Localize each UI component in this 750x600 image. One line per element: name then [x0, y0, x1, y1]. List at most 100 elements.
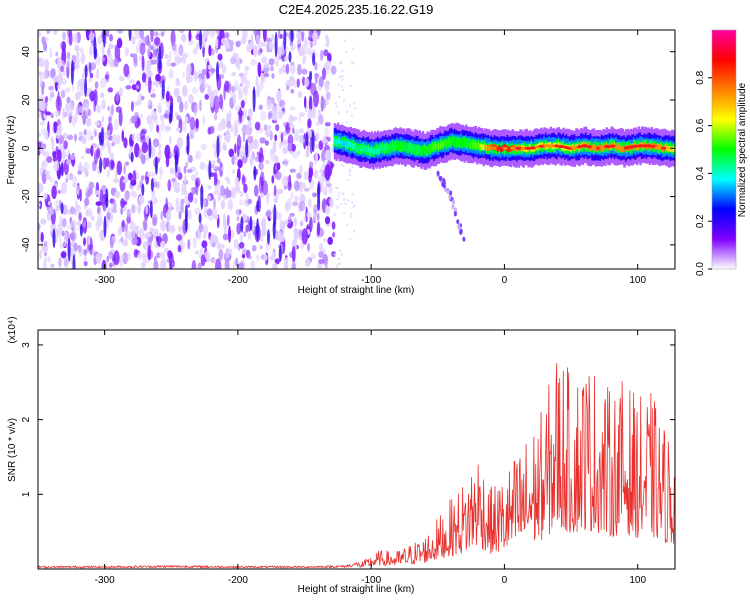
snr-xtick-label: -300 — [95, 575, 115, 586]
noise-speckle — [62, 204, 68, 216]
noise-speckle — [158, 166, 163, 175]
ridge-peak — [661, 146, 667, 150]
noise-speckle — [85, 191, 91, 198]
noise-speckle — [314, 72, 318, 85]
noise-speckle — [147, 99, 152, 106]
ridge-cell — [349, 141, 353, 148]
secondary-track-dot — [449, 190, 453, 196]
noise-speckle — [216, 97, 221, 103]
noise-speckle — [291, 246, 296, 263]
noise-speckle — [84, 197, 90, 206]
ridge-cell — [409, 143, 412, 150]
noise-speckle — [157, 106, 162, 114]
noise-speckle — [46, 30, 51, 34]
ridge-cell — [449, 137, 452, 144]
noise-streak — [274, 31, 278, 58]
noise-speckle — [113, 177, 120, 184]
noise-speckle — [187, 209, 192, 220]
noise-speckle — [203, 83, 208, 89]
sparse-speckle — [337, 258, 340, 261]
noise-speckle — [177, 244, 182, 253]
noise-speckle — [308, 95, 313, 112]
sparse-speckle — [336, 187, 339, 190]
noise-speckle — [238, 107, 243, 123]
noise-speckle — [325, 100, 329, 105]
noise-speckle — [91, 216, 95, 221]
noise-speckle — [74, 45, 80, 52]
noise-speckle — [159, 251, 165, 259]
noise-speckle — [192, 236, 198, 249]
noise-streak — [174, 149, 178, 173]
noise-speckle — [96, 222, 101, 228]
noise-speckle — [304, 77, 310, 88]
noise-speckle — [290, 143, 296, 152]
noise-speckle — [258, 104, 263, 111]
noise-speckle — [112, 208, 118, 214]
noise-speckle — [206, 208, 213, 217]
noise-speckle — [150, 109, 157, 119]
noise-speckle — [70, 219, 77, 229]
noise-speckle — [159, 114, 165, 122]
noise-speckle — [296, 31, 302, 40]
noise-speckle — [194, 250, 200, 255]
noise-speckle — [106, 138, 109, 149]
noise-speckle — [261, 56, 268, 64]
noise-speckle — [196, 41, 200, 51]
noise-speckle — [75, 91, 81, 101]
ridge-cell — [340, 140, 343, 147]
noise-speckle — [116, 160, 123, 176]
noise-speckle — [137, 117, 141, 127]
snr-xtick-label: -100 — [361, 575, 381, 586]
noise-speckle — [274, 134, 278, 142]
sparse-speckle — [340, 163, 343, 166]
noise-speckle — [145, 204, 149, 215]
ridge-cell — [463, 140, 466, 147]
ridge-peak — [614, 145, 620, 149]
noise-speckle — [279, 141, 282, 149]
noise-speckle — [120, 236, 124, 243]
noise-speckle — [103, 204, 107, 212]
colorbar-tick-label: 0.4 — [695, 166, 706, 180]
noise-speckle — [94, 121, 101, 126]
secondary-track-dot — [451, 204, 455, 210]
ridge-cell — [362, 145, 365, 152]
noise-speckle — [180, 202, 184, 214]
noise-speckle — [202, 233, 207, 240]
noise-speckle — [268, 58, 275, 66]
noise-speckle — [293, 180, 300, 192]
noise-speckle — [308, 161, 314, 169]
sparse-speckle — [334, 253, 337, 256]
noise-speckle — [220, 118, 227, 130]
noise-speckle — [38, 56, 41, 67]
noise-speckle — [53, 30, 58, 35]
noise-speckle — [62, 31, 66, 41]
snr-marks — [38, 363, 675, 569]
noise-speckle — [146, 60, 152, 73]
ridge-cell — [383, 145, 386, 151]
noise-speckle — [43, 150, 50, 158]
noise-speckle — [294, 196, 299, 202]
noise-speckle — [89, 90, 96, 102]
noise-speckle — [93, 130, 97, 137]
noise-speckle — [38, 71, 43, 77]
noise-speckle — [138, 195, 145, 205]
secondary-track-dot — [457, 223, 461, 229]
ridge-cell — [426, 146, 429, 152]
noise-speckle — [173, 87, 180, 98]
noise-speckle — [304, 258, 310, 268]
noise-speckle — [253, 184, 259, 197]
noise-speckle — [76, 220, 82, 226]
noise-speckle — [298, 128, 305, 134]
noise-speckle — [283, 121, 286, 127]
noise-speckle — [140, 154, 146, 165]
noise-speckle — [72, 181, 77, 188]
noise-speckle — [80, 53, 86, 65]
noise-speckle — [150, 30, 154, 43]
noise-speckle — [210, 256, 216, 264]
noise-speckle — [43, 132, 47, 140]
noise-speckle — [287, 142, 293, 152]
noise-speckle — [213, 190, 220, 195]
noise-speckle — [233, 156, 237, 165]
noise-speckle — [135, 84, 140, 90]
